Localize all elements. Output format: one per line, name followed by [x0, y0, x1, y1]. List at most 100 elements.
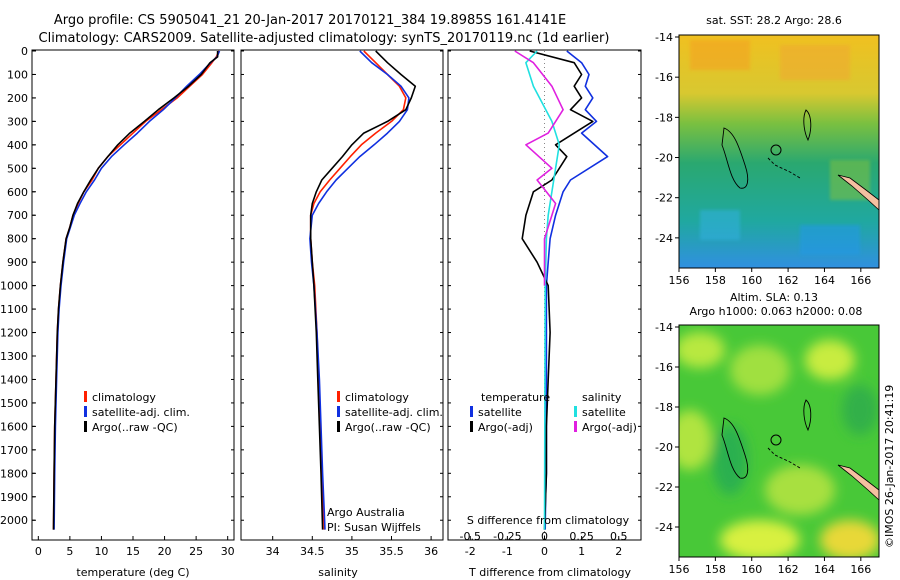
depth-tick-label: 2000 — [0, 514, 28, 527]
x-tick-label: 1 — [578, 545, 585, 558]
lat-tick-label: -16 — [655, 71, 673, 84]
chesterfield-reef-outline — [721, 127, 749, 189]
lat-tick-label: -20 — [655, 152, 673, 165]
depth-tick-label: 900 — [7, 256, 28, 269]
legend-swatch-argo — [84, 421, 87, 432]
legend-title-temperature: temperature — [481, 391, 550, 404]
sst-coastlines — [721, 109, 879, 211]
top-tick-label: -0.5 — [460, 530, 481, 543]
lon-tick-label: 158 — [705, 563, 726, 576]
depth-tick-label: 1700 — [0, 444, 28, 457]
depth-tick-label: 500 — [7, 162, 28, 175]
reef-outline — [803, 399, 812, 432]
lat-tick-label: -22 — [655, 481, 673, 494]
new-caledonia-land — [837, 174, 879, 211]
lon-tick-label: 162 — [778, 274, 799, 287]
header-line-2: Climatology: CARS2009. Satellite-adjuste… — [39, 31, 610, 46]
legend-label-argo: Argo(..raw -QC) — [92, 421, 178, 434]
depth-tick-label: 800 — [7, 233, 28, 246]
depth-tick-label: 100 — [7, 68, 28, 81]
legend-swatch-s-argo — [574, 421, 577, 432]
lat-tick-label: -24 — [655, 232, 673, 245]
lat-tick-label: -18 — [655, 401, 673, 414]
lat-tick-label: -20 — [655, 441, 673, 454]
legend-label-t-argo: Argo(-adj) — [478, 421, 533, 434]
x-tick-label: 0 — [541, 545, 548, 558]
depth-tick-label: 1800 — [0, 467, 28, 480]
top-tick-label: 0 — [541, 530, 548, 543]
x-tick-label: 5 — [66, 545, 73, 558]
series-line-satellite — [525, 50, 561, 530]
lat-tick-label: -14 — [655, 321, 673, 334]
depth-tick-label: 700 — [7, 209, 28, 222]
series-line-argorawqc — [309, 50, 417, 530]
legend-swatch-satellite — [337, 406, 340, 417]
depth-tick-label: 1300 — [0, 350, 28, 363]
lat-tick-label: -16 — [655, 361, 673, 374]
salinity-plot: 34 34.5 35 35.5 36 — [241, 50, 443, 558]
lon-tick-label: 158 — [705, 274, 726, 287]
x-tick-label: 10 — [94, 545, 108, 558]
top-tick-label: 0.25 — [569, 530, 594, 543]
t-difference-axis-label: T difference from climatology — [468, 566, 631, 579]
sla-map-title-2: Argo h1000: 0.063 h2000: 0.08 — [690, 305, 863, 318]
x-tick-label: 34 — [266, 545, 280, 558]
x-tick-label: 35.5 — [379, 545, 404, 558]
lon-tick-label: 156 — [669, 274, 690, 287]
depth-tick-label: 400 — [7, 139, 28, 152]
top-tick-label: 0.5 — [610, 530, 628, 543]
depth-tick-label: 1400 — [0, 373, 28, 386]
credit-institution: Argo Australia — [327, 506, 405, 519]
x-tick-label: 36 — [424, 545, 438, 558]
reef-outline — [803, 109, 812, 142]
legend-swatch-climatology — [84, 391, 87, 402]
lon-tick-label: 164 — [814, 563, 835, 576]
legend-label-satellite: satellite-adj. clim. — [345, 406, 443, 419]
legend-swatch-t-argo — [470, 421, 473, 432]
legend-label-s-satellite: satellite — [582, 406, 626, 419]
reef-outline-2 — [767, 447, 801, 469]
x-tick-label: -1 — [502, 545, 513, 558]
lat-tick-label: -14 — [655, 31, 673, 44]
salinity-axis-label: salinity — [318, 566, 358, 579]
x-tick-label: 15 — [126, 545, 140, 558]
s-difference-axis-label: S difference from climatology — [467, 514, 630, 527]
x-tick-label: 34.5 — [300, 545, 325, 558]
depth-tick-label: 300 — [7, 115, 28, 128]
salinity-legend: climatology satellite-adj. clim. Argo(..… — [337, 391, 443, 434]
temperature-panel-frame — [31, 49, 235, 541]
credit-pi: PI: Susan Wijffels — [327, 521, 421, 534]
legend-swatch-climatology — [337, 391, 340, 402]
legend-swatch-s-satellite — [574, 406, 577, 417]
temperature-legend: climatology satellite-adj. clim. Argo(..… — [84, 391, 190, 434]
header-line-1: Argo profile: CS 5905041_21 20-Jan-2017 … — [54, 13, 566, 28]
lon-tick-label: 160 — [741, 274, 762, 287]
lat-tick-label: -18 — [655, 111, 673, 124]
x-tick-label: 20 — [158, 545, 172, 558]
x-tick-label: 0 — [35, 545, 42, 558]
salinity-panel-frame — [240, 49, 444, 541]
lat-tick-label: -24 — [655, 521, 673, 534]
depth-tick-label: 1900 — [0, 491, 28, 504]
top-tick-label: -0.25 — [493, 530, 521, 543]
x-tick-label: 2 — [615, 545, 622, 558]
x-tick-label: 35 — [345, 545, 359, 558]
depth-tick-label: 200 — [7, 92, 28, 105]
legend-label-t-satellite: satellite — [478, 406, 522, 419]
temperature-plot: 0 5 10 15 20 25 30 — [32, 50, 235, 558]
sst-map — [679, 35, 879, 268]
legend-label-s-argo: Argo(-adj) — [582, 421, 637, 434]
difference-legend: temperature salinity satellite Argo(-adj… — [470, 391, 637, 434]
depth-tick-label: 600 — [7, 186, 28, 199]
chesterfield-reef-outline — [721, 417, 749, 479]
legend-swatch-satellite — [84, 406, 87, 417]
x-tick-label: 30 — [221, 545, 235, 558]
new-caledonia-land — [837, 464, 879, 501]
series-line-argoadj — [521, 50, 594, 530]
imos-timestamp: ©IMOS 26-Jan-2017 20:41:19 — [883, 385, 896, 548]
sla-map-frame — [678, 324, 880, 558]
map-ticks: 156 158 160 162 164 166 -14 -16 -18 -20 -22 -24 156 1… — [655, 31, 871, 576]
x-tick-label: -2 — [465, 545, 476, 558]
legend-label-argo: Argo(..raw -QC) — [345, 421, 431, 434]
